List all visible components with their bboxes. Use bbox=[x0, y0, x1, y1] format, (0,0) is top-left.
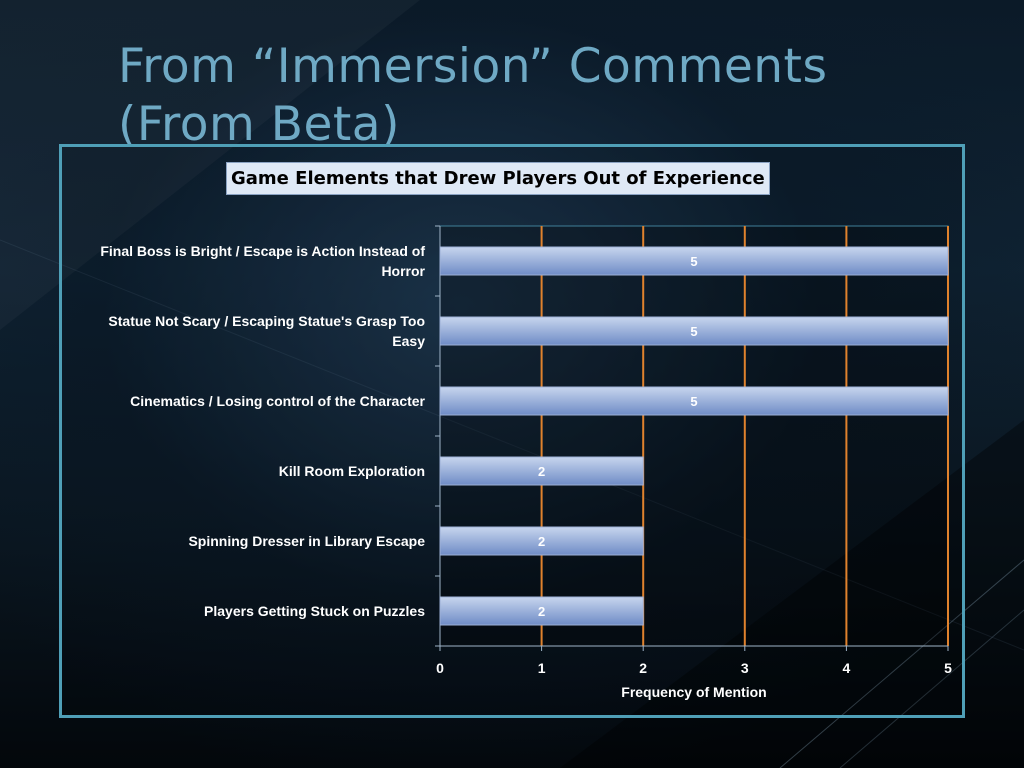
bar-3 bbox=[439, 456, 644, 486]
x-tick-label-3: 3 bbox=[741, 660, 749, 676]
bar-value-label-4: 2 bbox=[538, 534, 545, 549]
x-tick-label-5: 5 bbox=[944, 660, 952, 676]
category-label-5: Players Getting Stuck on Puzzles bbox=[204, 603, 425, 619]
x-tick-label-1: 1 bbox=[538, 660, 546, 676]
bar-value-label-2: 5 bbox=[690, 394, 697, 409]
x-tick-label-0: 0 bbox=[436, 660, 444, 676]
bar-4 bbox=[439, 526, 644, 556]
bar-value-label-1: 5 bbox=[690, 324, 697, 339]
category-label-0: Final Boss is Bright / Escape is Action … bbox=[100, 243, 425, 279]
bar-value-label-0: 5 bbox=[690, 254, 697, 269]
plot-area bbox=[439, 225, 949, 647]
category-label-4: Spinning Dresser in Library Escape bbox=[188, 533, 425, 549]
category-label-1: Statue Not Scary / Escaping Statue's Gra… bbox=[108, 313, 425, 349]
x-axis-title: Frequency of Mention bbox=[621, 684, 766, 700]
bar-2 bbox=[439, 386, 949, 416]
category-label-2: Cinematics / Losing control of the Chara… bbox=[130, 393, 425, 409]
bar-1 bbox=[439, 316, 949, 346]
chart-title: Game Elements that Drew Players Out of E… bbox=[226, 162, 770, 195]
bar-0 bbox=[439, 246, 949, 276]
x-tick-label-4: 4 bbox=[843, 660, 851, 676]
bar-5 bbox=[439, 596, 644, 626]
slide-title: From “Immersion” Comments (From Beta) bbox=[118, 39, 828, 152]
bar-value-label-3: 2 bbox=[538, 464, 545, 479]
x-tick-label-2: 2 bbox=[639, 660, 647, 676]
category-label-3: Kill Room Exploration bbox=[278, 463, 425, 479]
bar-value-label-5: 2 bbox=[538, 604, 545, 619]
